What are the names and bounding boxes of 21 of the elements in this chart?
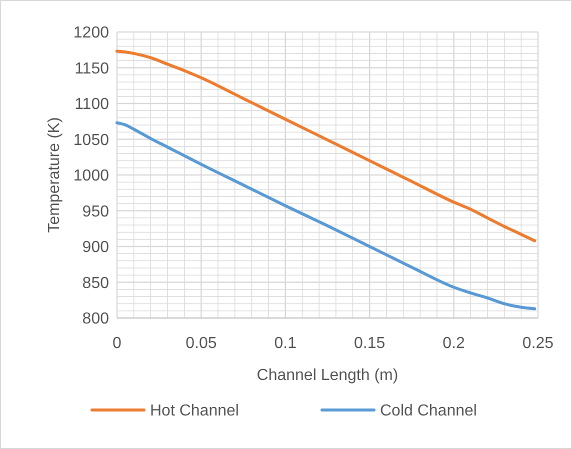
y-axis-title: Temperature (K) [46, 117, 63, 233]
x-axis-title: Channel Length (m) [256, 367, 398, 384]
x-tick-label: 0 [112, 335, 122, 352]
line-series [116, 50, 536, 242]
y-tick-label: 900 [82, 239, 110, 256]
x-tick-label: 0.2 [442, 335, 466, 352]
y-tick-label: 950 [82, 203, 110, 220]
line-series [116, 121, 536, 310]
y-tick-label: 1150 [74, 60, 110, 78]
y-tick-label: 850 [82, 274, 110, 292]
y-tick-label: 1050 [73, 132, 110, 149]
x-tick-label: 0.25 [522, 335, 554, 352]
y-tick-label: 800 [82, 310, 110, 328]
x-tick-label: 0.15 [354, 335, 386, 352]
legend-label: Cold Channel [380, 402, 477, 420]
y-tick-label: 1100 [74, 96, 110, 114]
y-tick-label: 1200 [73, 24, 110, 42]
x-tick-label: 0.1 [274, 335, 297, 352]
legend-label: Hot Channel [150, 402, 239, 420]
x-tick-label: 0.05 [186, 335, 217, 352]
y-tick-label: 1000 [73, 168, 110, 185]
